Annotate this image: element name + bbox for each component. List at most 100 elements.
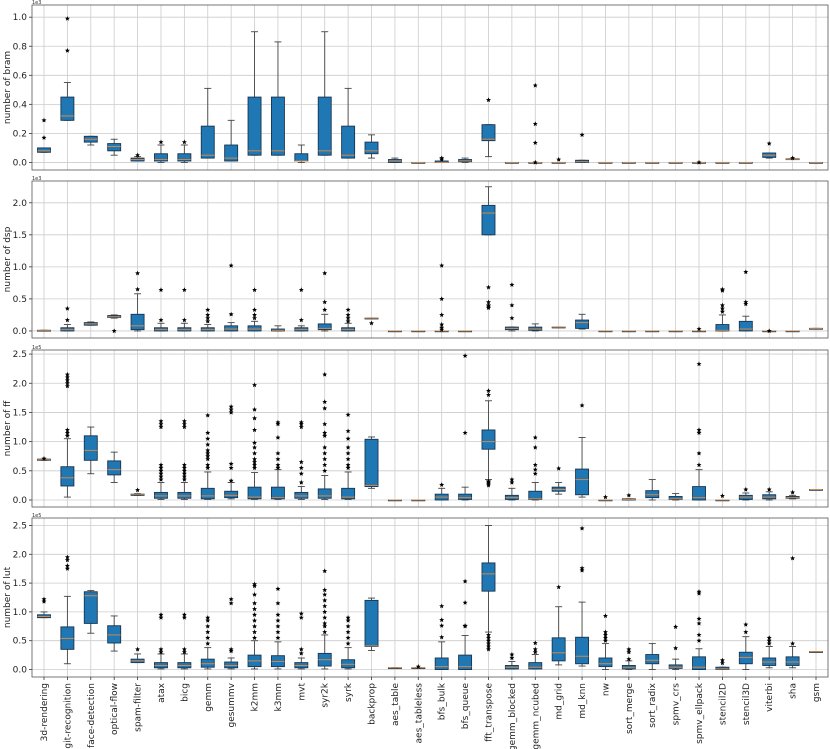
- outlier-point: [41, 135, 47, 140]
- box-syr2k: [317, 31, 332, 156]
- box-gsm: [809, 161, 823, 164]
- box-gemm: [200, 87, 215, 159]
- outlier-point: [64, 374, 70, 380]
- outlier-point: [720, 309, 725, 314]
- box-bicg: [177, 287, 192, 332]
- x-tick-label: k3mm: [274, 683, 284, 711]
- box-iqr: [130, 313, 145, 331]
- outlier-point: [790, 489, 796, 495]
- outlier-point: [228, 600, 234, 606]
- box-k2mm: [247, 287, 262, 332]
- outlier-point: [158, 421, 164, 427]
- box-atax: [154, 139, 168, 163]
- outlier-point: [252, 462, 257, 468]
- outlier-point: [696, 638, 702, 643]
- outlier-point: [252, 415, 257, 421]
- box-sort_radix: [645, 479, 660, 501]
- outlier-point: [509, 479, 515, 485]
- outlier-point: [275, 421, 281, 427]
- outlier-point: [486, 478, 491, 484]
- box-iqr: [621, 665, 636, 670]
- outlier-point: [298, 611, 304, 616]
- box-aes_table: [387, 157, 402, 163]
- y-tick-label: 2.5: [13, 521, 27, 531]
- y-axis-multiplier: 1e3: [32, 0, 41, 6]
- outlier-point: [322, 444, 328, 450]
- x-tick-label: md_grid: [555, 683, 565, 720]
- outlier-point: [322, 468, 328, 473]
- outlier-point: [532, 82, 538, 88]
- outlier-point: [439, 603, 445, 609]
- box-fft_transpose: [481, 186, 496, 310]
- box-iqr: [154, 491, 168, 499]
- box-iqr: [692, 656, 706, 670]
- y-tick-label: 1.0: [13, 438, 28, 448]
- box-atax: [154, 287, 168, 332]
- box-iqr: [154, 153, 168, 162]
- outlier-point: [181, 474, 187, 479]
- outlier-point: [205, 430, 211, 435]
- outlier-point: [252, 287, 257, 292]
- y-tick-label: 0.8: [13, 42, 28, 52]
- outlier-point: [111, 328, 117, 334]
- outlier-point: [275, 623, 281, 629]
- x-tick-label: bfs_queue: [461, 683, 471, 730]
- x-tick-label: nw: [601, 683, 611, 696]
- outlier-point: [743, 486, 749, 492]
- y-tick-label: 0.0: [13, 666, 28, 676]
- box-sort_radix: [645, 330, 660, 333]
- outlier-point: [345, 436, 351, 441]
- outlier-point: [205, 436, 211, 441]
- y-tick-label: 0.6: [13, 71, 28, 81]
- x-tick-label: 3d-rendering: [40, 683, 50, 741]
- box-gemm: [200, 412, 215, 500]
- box-md_grid: [551, 465, 566, 495]
- outlier-point: [205, 312, 211, 317]
- box-sort_merge: [621, 330, 636, 333]
- outlier-point: [696, 450, 702, 456]
- outlier-point: [205, 629, 211, 635]
- outlier-point: [252, 307, 257, 312]
- outlier-point: [345, 318, 351, 324]
- outlier-point: [252, 581, 257, 587]
- outlier-point: [252, 382, 257, 388]
- x-tick-label: gemm_blocked: [508, 683, 518, 749]
- box-iqr: [575, 468, 590, 496]
- box-gemm_blocked: [504, 282, 519, 332]
- y-tick-label: 1.5: [13, 579, 27, 589]
- box-syr2k: [317, 568, 332, 670]
- outlier-point: [322, 592, 328, 597]
- outlier-point: [181, 317, 187, 323]
- outlier-point: [205, 462, 211, 468]
- box-backprop: [364, 436, 379, 489]
- outlier-point: [626, 646, 632, 652]
- box-3d-rendering: [37, 117, 51, 153]
- outlier-point: [64, 566, 70, 571]
- outlier-point: [345, 450, 351, 456]
- box-syrk: [341, 307, 356, 332]
- box-fft_transpose: [481, 525, 496, 652]
- box-iqr: [668, 664, 683, 669]
- outlier-point: [790, 555, 796, 561]
- x-tick-label: stencil2D: [718, 683, 728, 725]
- outlier-point: [766, 635, 772, 640]
- outlier-point: [64, 430, 70, 435]
- outlier-point: [135, 270, 140, 276]
- outlier-point: [64, 554, 70, 560]
- box-iqr: [247, 96, 262, 156]
- outlier-point: [439, 327, 445, 332]
- outlier-point: [205, 442, 211, 447]
- plot-area: [32, 5, 828, 170]
- outlier-point: [181, 424, 187, 430]
- outlier-point: [158, 471, 164, 476]
- outlier-point: [64, 383, 70, 389]
- box-iqr: [481, 204, 496, 236]
- box-md_grid: [551, 156, 566, 164]
- outlier-point: [766, 641, 772, 646]
- outlier-point: [486, 302, 491, 308]
- outlier-point: [439, 312, 445, 317]
- outlier-point: [322, 587, 328, 593]
- y-axis-multiplier: 1e5: [32, 345, 41, 351]
- box-nw: [598, 330, 613, 333]
- outlier-point: [64, 305, 70, 311]
